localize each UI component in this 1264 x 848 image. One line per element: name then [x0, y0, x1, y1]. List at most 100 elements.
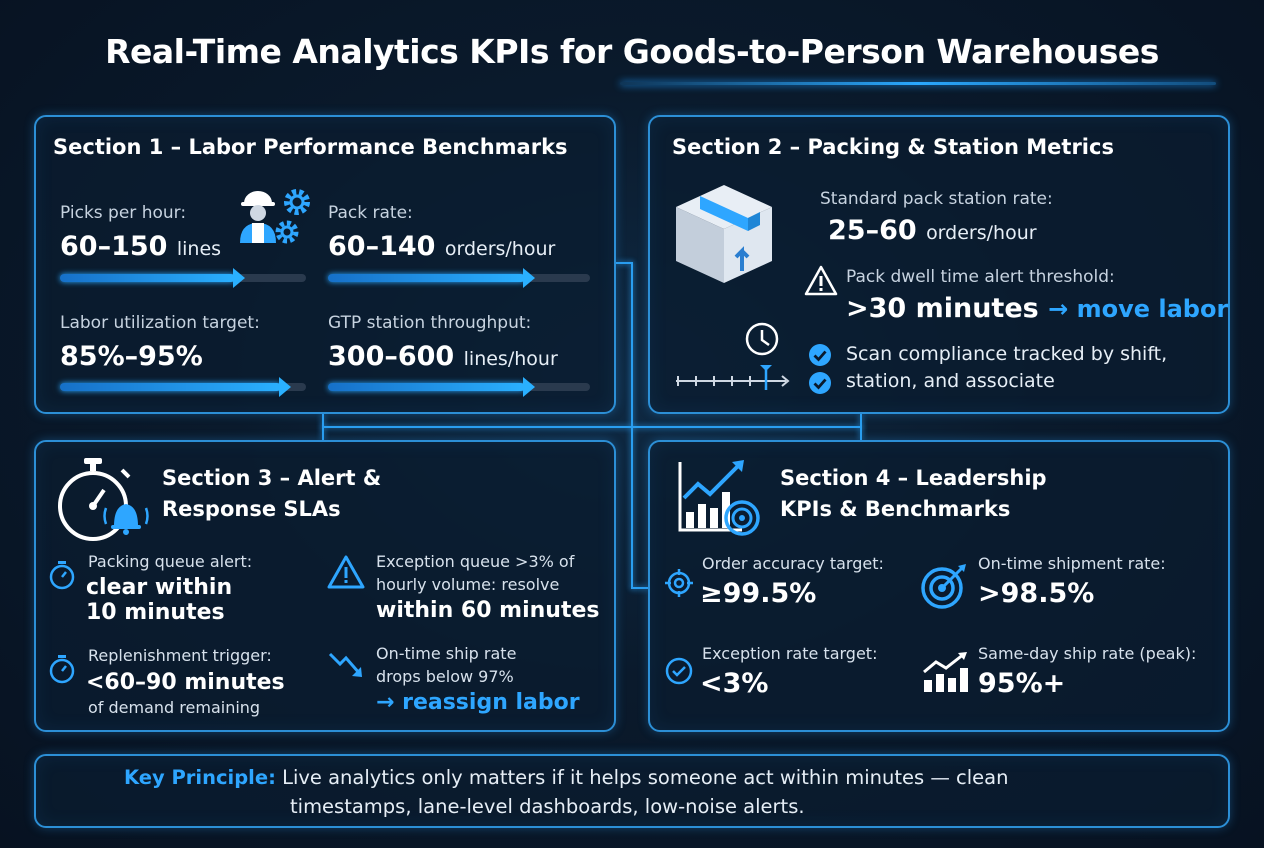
picks-per-hour-value: 60–150 lines — [60, 231, 221, 262]
exception-rate-value: <3% — [700, 668, 769, 699]
exception-queue-label-line2: hourly volume: resolve — [376, 575, 560, 594]
ontime-shipment-value: >98.5% — [978, 578, 1095, 609]
same-day-ship-value: 95%+ — [978, 668, 1066, 699]
picks-value: 60–150 — [60, 231, 168, 262]
progress-bar — [328, 377, 590, 397]
packing-queue-value-line2: 10 minutes — [86, 600, 225, 625]
connector-line — [860, 414, 862, 440]
trend-chart-icon — [920, 650, 970, 694]
title-part1: Real-Time Analytics KPIs for — [105, 32, 623, 71]
scan-compliance-line1: Scan compliance tracked by shift, — [846, 343, 1168, 365]
exception-queue-label-line1: Exception queue >3% of — [376, 552, 575, 571]
dwell-time-label: Pack dwell time alert threshold: — [846, 267, 1115, 287]
section1-panel: Section 1 – Labor Performance Benchmarks… — [34, 115, 616, 414]
ontime-ship-label-line2: drops below 97% — [376, 667, 514, 686]
section4-panel: Section 4 – Leadership KPIs & Benchmarks… — [648, 440, 1230, 732]
progress-fill — [60, 377, 292, 397]
replenishment-label: Replenishment trigger: — [88, 646, 272, 665]
rate-unit: orders/hour — [926, 222, 1037, 244]
connector-line — [631, 262, 633, 588]
check-icon — [808, 371, 832, 395]
exception-rate-label: Exception rate target: — [702, 644, 878, 663]
warning-icon — [804, 265, 838, 297]
gtp-throughput-label: GTP station throughput: — [328, 313, 532, 333]
gtp-throughput-value: 300–600 lines/hour — [328, 341, 558, 372]
scan-compliance-line2: station, and associate — [846, 370, 1055, 392]
progress-fill — [60, 268, 245, 288]
progress-arrowhead — [279, 377, 292, 397]
gtp-value: 300–600 — [328, 341, 455, 372]
pack-station-rate-label: Standard pack station rate: — [820, 189, 1053, 209]
ontime-ship-label-line1: On-time ship rate — [376, 644, 517, 663]
key-principle-text1: Live analytics only matters if it helps … — [282, 766, 1009, 789]
picks-per-hour-label: Picks per hour: — [60, 203, 187, 223]
picks-unit: lines — [176, 238, 222, 260]
pack-station-rate-value: 25–60 orders/hour — [828, 215, 1037, 246]
title-underline — [620, 82, 1216, 85]
stopwatch-icon — [48, 654, 76, 684]
labor-utilization-label: Labor utilization target: — [60, 313, 260, 333]
section2-panel: Section 2 – Packing & Station Metrics St… — [648, 115, 1230, 414]
section4-title-line1: Section 4 – Leadership — [780, 466, 1047, 490]
ontime-shipment-label: On-time shipment rate: — [978, 554, 1166, 573]
section2-title: Section 2 – Packing & Station Metrics — [672, 135, 1114, 159]
order-accuracy-value: ≥99.5% — [700, 578, 817, 609]
connector-line — [322, 426, 862, 428]
dwell-value: >30 minutes — [846, 293, 1039, 324]
bell-icon — [102, 494, 150, 536]
key-principle-label: Key Principle: — [124, 766, 276, 789]
target-icon — [920, 562, 970, 610]
progress-arrowhead — [232, 268, 245, 288]
key-principle-line2: timestamps, lane-level dashboards, low-n… — [290, 795, 805, 818]
connector-line — [631, 587, 648, 589]
stopwatch-icon — [48, 560, 76, 590]
gtp-unit: lines/hour — [463, 348, 558, 370]
pack-rate-label: Pack rate: — [328, 203, 413, 223]
replenishment-sub: of demand remaining — [88, 698, 261, 717]
check-icon — [808, 343, 832, 367]
progress-bar — [328, 268, 590, 288]
labor-utilization-value: 85%–95% — [60, 341, 203, 372]
progress-fill — [328, 268, 535, 288]
progress-arrowhead — [522, 268, 535, 288]
same-day-ship-label: Same-day ship rate (peak): — [978, 644, 1197, 663]
connector-line — [616, 262, 632, 264]
ontime-ship-action: → reassign labor — [376, 690, 580, 715]
progress-arrowhead — [522, 377, 535, 397]
progress-bar — [60, 377, 306, 397]
check-icon — [664, 656, 694, 686]
pack-value: 60–140 — [328, 231, 436, 262]
section3-panel: Section 3 – Alert & Response SLAs Packin… — [34, 440, 616, 732]
target-icon — [664, 568, 694, 598]
dwell-time-value: >30 minutes → move labor — [846, 293, 1228, 324]
trend-down-icon — [326, 648, 366, 682]
timeline-icon — [674, 361, 794, 391]
pack-unit: orders/hour — [444, 238, 556, 260]
section4-title-line2: KPIs & Benchmarks — [780, 497, 1011, 521]
key-principle-panel: Key Principle: Live analytics only matte… — [34, 754, 1230, 828]
rate-value: 25–60 — [828, 215, 917, 246]
gear-icon — [280, 185, 314, 219]
key-principle-line1: Key Principle: Live analytics only matte… — [124, 764, 1008, 792]
packing-queue-value-line1: clear within — [86, 575, 233, 600]
replenishment-value: <60–90 minutes — [86, 670, 285, 695]
connector-line — [322, 414, 324, 440]
package-icon — [670, 179, 778, 287]
trend-chart-icon — [674, 458, 770, 538]
clock-icon — [744, 321, 780, 357]
section3-title-line2: Response SLAs — [162, 497, 341, 521]
target-icon — [722, 498, 762, 538]
progress-bar — [60, 268, 306, 288]
exception-queue-value: within 60 minutes — [376, 598, 600, 623]
title-part2: Goods-to-Person Warehouses — [622, 32, 1160, 71]
page-title: Real-Time Analytics KPIs for Goods-to-Pe… — [0, 32, 1264, 71]
progress-fill — [328, 377, 535, 397]
gear-icon — [272, 217, 302, 247]
section3-title-line1: Section 3 – Alert & — [162, 466, 382, 490]
warning-icon — [326, 554, 366, 590]
worker-icon — [232, 177, 312, 247]
section1-title: Section 1 – Labor Performance Benchmarks — [53, 135, 568, 159]
dwell-action: → move labor — [1048, 295, 1229, 323]
utilization-value: 85%–95% — [60, 341, 203, 372]
packing-queue-label: Packing queue alert: — [88, 552, 253, 571]
